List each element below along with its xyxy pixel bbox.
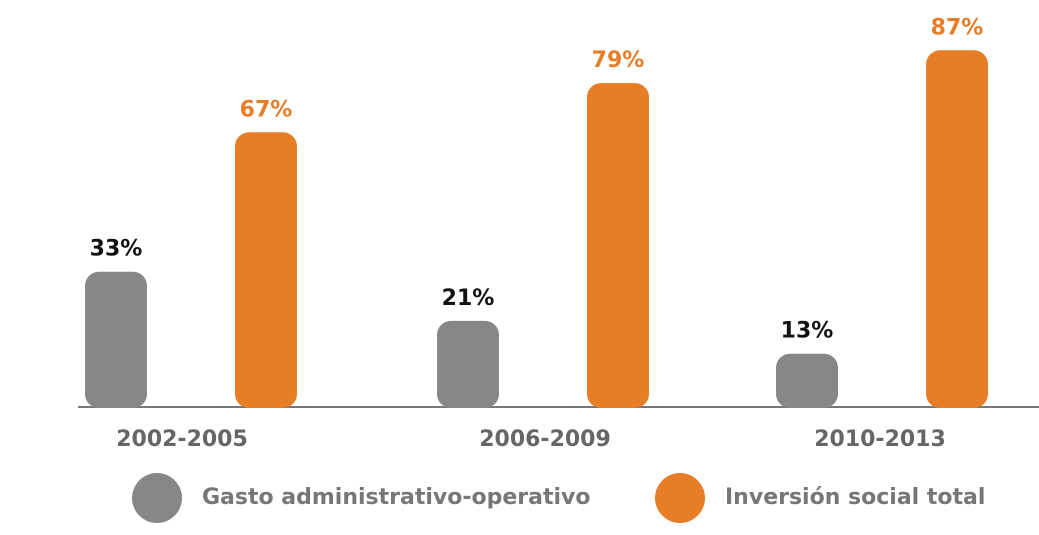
value-label: 87% <box>931 15 984 40</box>
bar <box>437 320 499 408</box>
value-label: 13% <box>781 319 834 344</box>
value-label: 33% <box>90 237 143 262</box>
x-tick-label: 2006-2009 <box>479 427 611 452</box>
legend-swatch <box>132 473 182 523</box>
value-label: 21% <box>442 286 495 311</box>
value-label: 67% <box>240 97 293 122</box>
value-label: 79% <box>592 48 645 73</box>
x-tick-label: 2002-2005 <box>116 427 248 452</box>
legend-swatch <box>655 473 705 523</box>
bar <box>926 50 988 409</box>
x-tick-label: 2010-2013 <box>814 427 946 452</box>
bar <box>776 353 838 408</box>
legend-label: Inversión social total <box>725 485 985 510</box>
bar <box>85 271 147 408</box>
legend-label: Gasto administrativo-operativo <box>202 485 591 510</box>
bar <box>587 83 649 408</box>
bar <box>235 132 297 409</box>
